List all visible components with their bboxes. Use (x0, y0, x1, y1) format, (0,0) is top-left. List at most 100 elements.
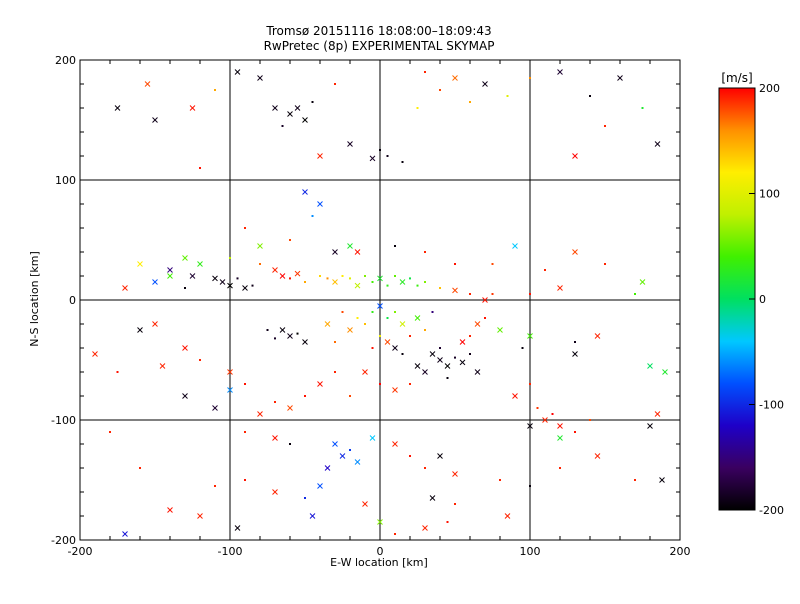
data-point-dot (326, 277, 329, 280)
data-point-x-marker (459, 339, 466, 345)
y-tick-label: -200 (51, 534, 76, 547)
data-point-x-marker (377, 303, 383, 309)
data-point-dot (199, 167, 201, 169)
data-point-x-marker (497, 327, 503, 333)
data-point-x-marker (557, 285, 563, 291)
data-point-dot (521, 347, 524, 349)
data-point-dot (424, 467, 426, 469)
data-point-dot (469, 335, 471, 337)
data-point-dot (634, 479, 636, 481)
data-point-x-marker (557, 435, 563, 441)
data-point-x-marker (347, 327, 353, 333)
data-point-dot (446, 521, 449, 523)
data-point-dot (529, 77, 531, 79)
data-point-x-marker (227, 387, 233, 393)
data-point-x-marker (429, 495, 436, 501)
data-point-dot (259, 263, 261, 265)
data-point-dot (416, 284, 419, 287)
data-point-dot (109, 431, 111, 433)
data-point-x-marker (227, 369, 233, 375)
data-point-x-marker (377, 519, 383, 525)
chart-subtitle: RwPretec (8p) EXPERIMENTAL SKYMAP (264, 39, 495, 53)
data-point-dot (304, 395, 306, 397)
data-point-x-marker (392, 345, 398, 351)
colorbar-tick-label: -100 (759, 399, 784, 412)
data-point-x-marker (287, 405, 293, 411)
data-point-x-marker (324, 465, 331, 471)
data-point-x-marker (197, 513, 203, 519)
data-point-dot (469, 353, 471, 355)
colorbar-tick-label: -200 (759, 504, 784, 517)
data-point-x-marker (152, 279, 158, 285)
data-point-x-marker (542, 417, 548, 423)
x-tick-label: 0 (377, 545, 384, 558)
data-point-x-marker (459, 359, 466, 366)
data-point-x-marker (437, 453, 443, 459)
data-point-x-marker (219, 279, 226, 285)
data-point-x-marker (557, 423, 563, 429)
data-points (92, 69, 668, 537)
data-point-dot (439, 347, 441, 349)
data-point-x-marker (302, 117, 308, 123)
x-tick-label: -200 (68, 545, 93, 558)
data-point-x-marker (474, 369, 481, 375)
data-point-x-marker (662, 369, 668, 375)
data-point-dot (274, 401, 276, 403)
colorbar-tick-label: 0 (759, 293, 766, 306)
grid-lines (80, 60, 680, 540)
data-point-x-marker (354, 459, 361, 465)
data-point-dot (184, 287, 186, 289)
data-point-dot (424, 71, 426, 73)
data-point-dot (236, 277, 239, 280)
data-point-dot (296, 332, 299, 335)
data-point-x-marker (189, 105, 196, 111)
data-point-x-marker (212, 405, 218, 411)
data-point-dot (341, 275, 344, 277)
data-point-x-marker (659, 477, 665, 483)
data-point-x-marker (167, 273, 173, 279)
data-point-dot (386, 155, 389, 157)
data-point-x-marker (414, 315, 421, 321)
data-point-x-marker (309, 513, 316, 519)
data-point-x-marker (399, 279, 406, 285)
data-point-x-marker (639, 279, 646, 285)
data-point-dot (439, 89, 441, 91)
data-point-x-marker (512, 243, 518, 249)
data-point-dot (334, 371, 336, 373)
data-point-dot (244, 479, 246, 481)
data-point-x-marker (234, 69, 241, 75)
data-point-x-marker (144, 81, 151, 87)
data-point-x-marker (332, 279, 338, 285)
data-point-x-marker (279, 327, 286, 333)
data-point-dot (266, 329, 269, 331)
data-point-x-marker (302, 339, 308, 345)
data-point-x-marker (369, 435, 376, 441)
data-point-x-marker (504, 513, 511, 519)
data-point-x-marker (437, 357, 443, 363)
data-point-dot (214, 89, 216, 91)
x-tick-label: -100 (218, 545, 243, 558)
data-point-x-marker (452, 75, 458, 81)
data-point-x-marker (152, 117, 158, 123)
data-point-x-marker (212, 275, 218, 282)
data-point-x-marker (279, 273, 286, 279)
data-point-x-marker (272, 435, 278, 441)
data-point-x-marker (272, 105, 278, 111)
data-point-dot (454, 503, 456, 505)
y-tick-label: -100 (51, 414, 76, 427)
data-point-dot (431, 311, 434, 313)
data-point-dot (394, 311, 396, 313)
data-point-dot (349, 277, 351, 280)
data-point-dot (334, 83, 336, 85)
data-point-dot (491, 263, 494, 265)
data-point-x-marker (474, 321, 481, 327)
data-point-dot (379, 383, 381, 385)
data-point-dot (401, 161, 404, 163)
data-point-dot (469, 101, 471, 103)
data-point-x-marker (422, 525, 428, 531)
data-point-dot (386, 284, 389, 287)
data-point-dot (506, 95, 509, 97)
x-axis-label: E-W location [km] (330, 556, 428, 569)
data-point-dot (491, 293, 494, 295)
data-point-x-marker (572, 249, 578, 255)
